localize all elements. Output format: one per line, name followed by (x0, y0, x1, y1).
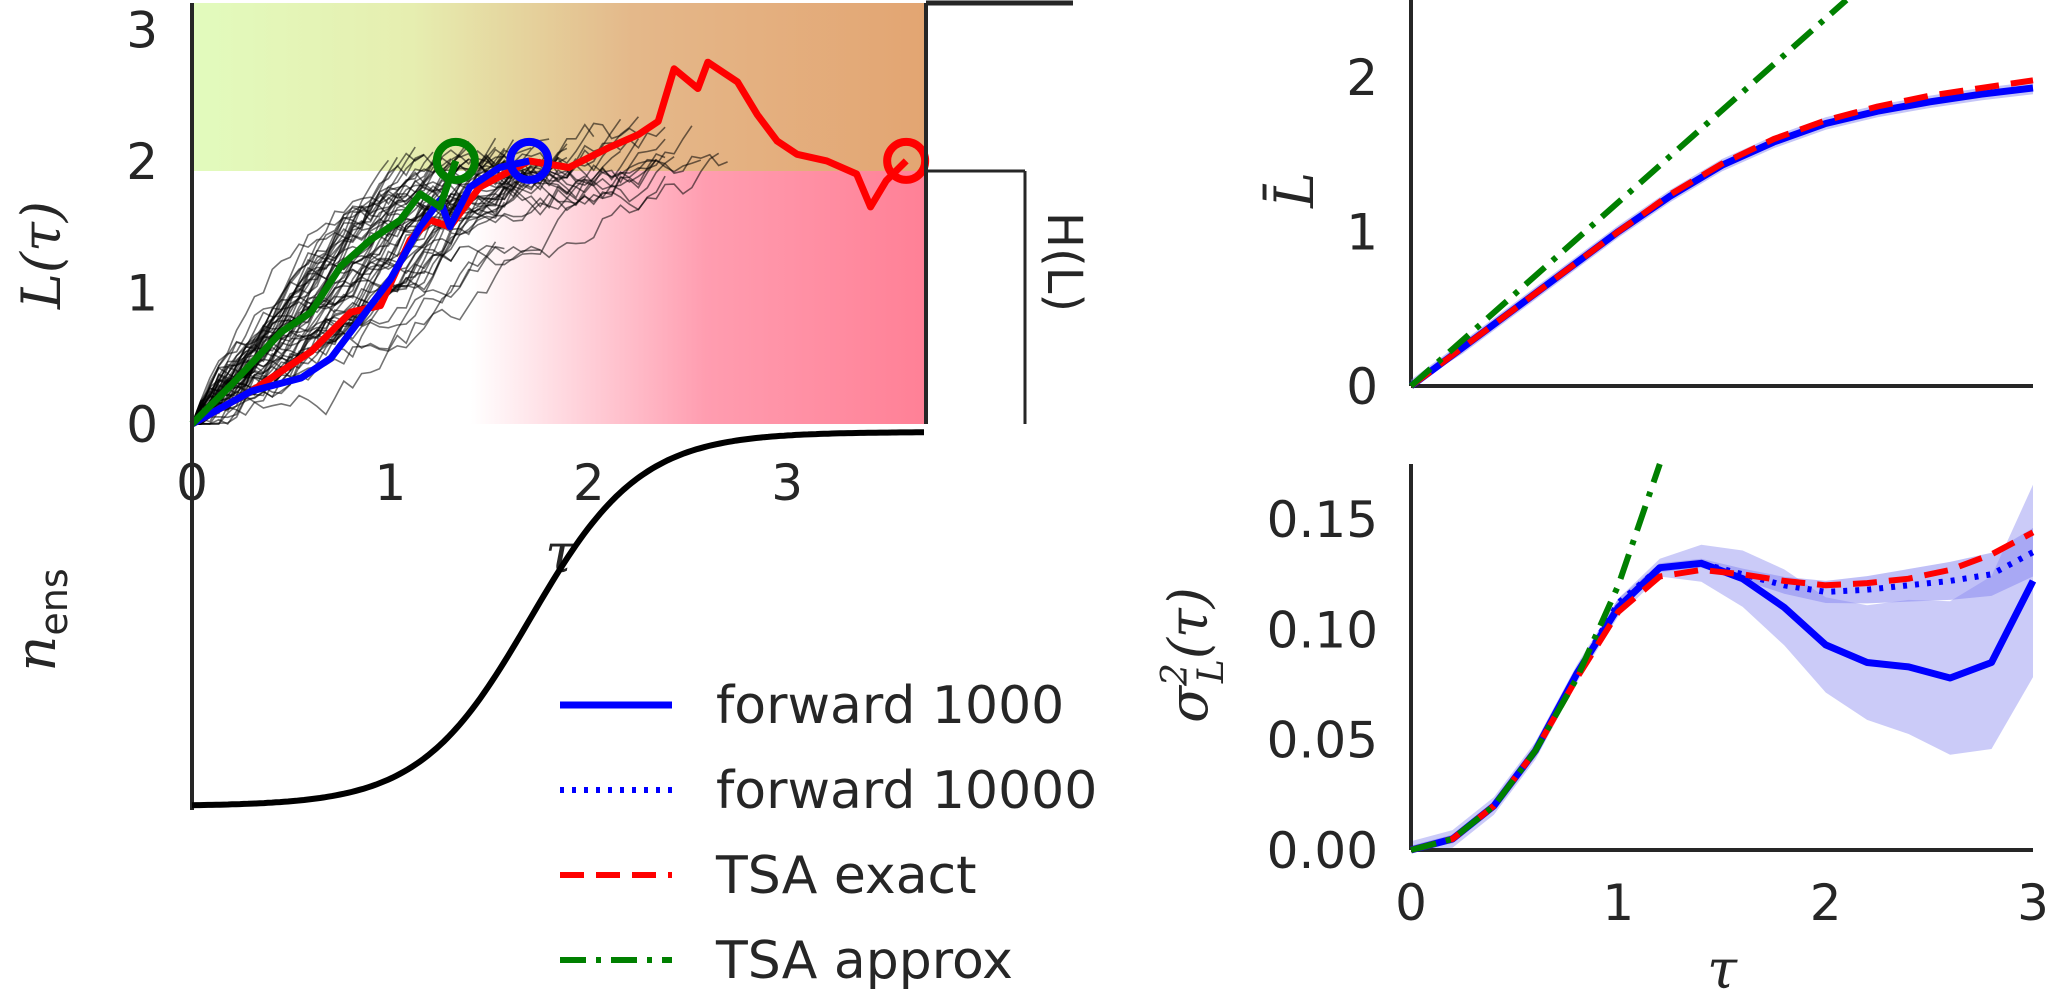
ensemble-ylabel: nens (4, 568, 76, 671)
x-tick-label: 3 (771, 454, 803, 512)
x-tick-label: 1 (1602, 874, 1634, 932)
y-tick-label: 0.10 (1267, 601, 1378, 659)
trajectory-line (191, 156, 675, 425)
mean-panel: 0 1 2 L̄ (1262, 0, 2034, 416)
variance-series-line (1410, 529, 2035, 853)
legend-label: forward 1000 (716, 676, 1064, 736)
legend-label: TSA exact (715, 846, 977, 906)
variance-ylabel: σ2L(τ) (1155, 587, 1232, 723)
y-tick-label: 0.05 (1267, 712, 1378, 770)
trajectory-ylabel: L(τ) (10, 201, 73, 310)
x-tick-label: 3 (2017, 874, 2045, 932)
variance-panel: 0 1 2 3 0.00 0.05 0.10 0.15 σ2L(τ) τ (1155, 463, 2045, 995)
y-tick-label: 0.00 (1267, 822, 1378, 880)
x-tick-label: 2 (573, 454, 605, 512)
y-tick-label: 0 (126, 396, 158, 454)
endpoint-marker (506, 137, 553, 184)
side-label: H(L) (1036, 212, 1092, 312)
endpoint-marker (432, 137, 479, 184)
y-tick-label: 2 (1346, 49, 1378, 107)
mean-ticks: 0 1 2 (1346, 49, 1378, 416)
mean-series-line (1409, 77, 2034, 389)
trajectory-line (191, 245, 541, 425)
y-tick-label: 2 (126, 133, 158, 191)
variance-series-line (1410, 463, 1663, 853)
green-trajectory (189, 159, 460, 427)
x-tick-label: 2 (1810, 874, 1842, 932)
mean-series-line (1408, 84, 2034, 389)
trajectory-line (191, 150, 621, 425)
y-tick-label: 1 (1346, 204, 1378, 262)
trajectory-line (191, 158, 470, 425)
ensemble-panel: nens (4, 424, 924, 810)
variance-ticks: 0 1 2 3 0.00 0.05 0.10 0.15 (1267, 491, 2045, 932)
upper-region (192, 3, 926, 171)
trajectory-line (191, 152, 425, 425)
variance-xlabel: τ (1707, 938, 1738, 995)
legend-label: TSA approx (715, 931, 1013, 991)
y-tick-label: 0 (1346, 358, 1378, 416)
y-tick-label: 1 (126, 264, 158, 322)
ensemble-curve (191, 429, 924, 809)
trajectory-line (191, 158, 452, 425)
legend: forward 1000 forward 10000 TSA exact TSA ap… (560, 676, 1097, 991)
x-tick-label: 0 (1395, 874, 1427, 932)
trajectory-line (191, 193, 470, 425)
mean-series-line (1409, 0, 1849, 389)
trajectory-line (191, 145, 470, 425)
highlight-trajectories (189, 58, 930, 428)
y-tick-label: 3 (126, 1, 158, 59)
red-trajectory (190, 58, 909, 428)
x-tick-label: 1 (374, 454, 406, 512)
trajectory-panel: 01230123 L(τ) τ H(L) (10, 0, 1092, 585)
legend-label: forward 10000 (716, 761, 1097, 821)
mean-ylabel: L̄ (1262, 172, 1326, 209)
blue-trajectory (190, 157, 530, 428)
mean-confidence-band (1411, 81, 2033, 387)
variance-series-line (1410, 549, 2035, 853)
variance-series (1410, 463, 2037, 854)
y-tick-label: 0.15 (1267, 491, 1378, 549)
mean-series (1408, 0, 2034, 389)
